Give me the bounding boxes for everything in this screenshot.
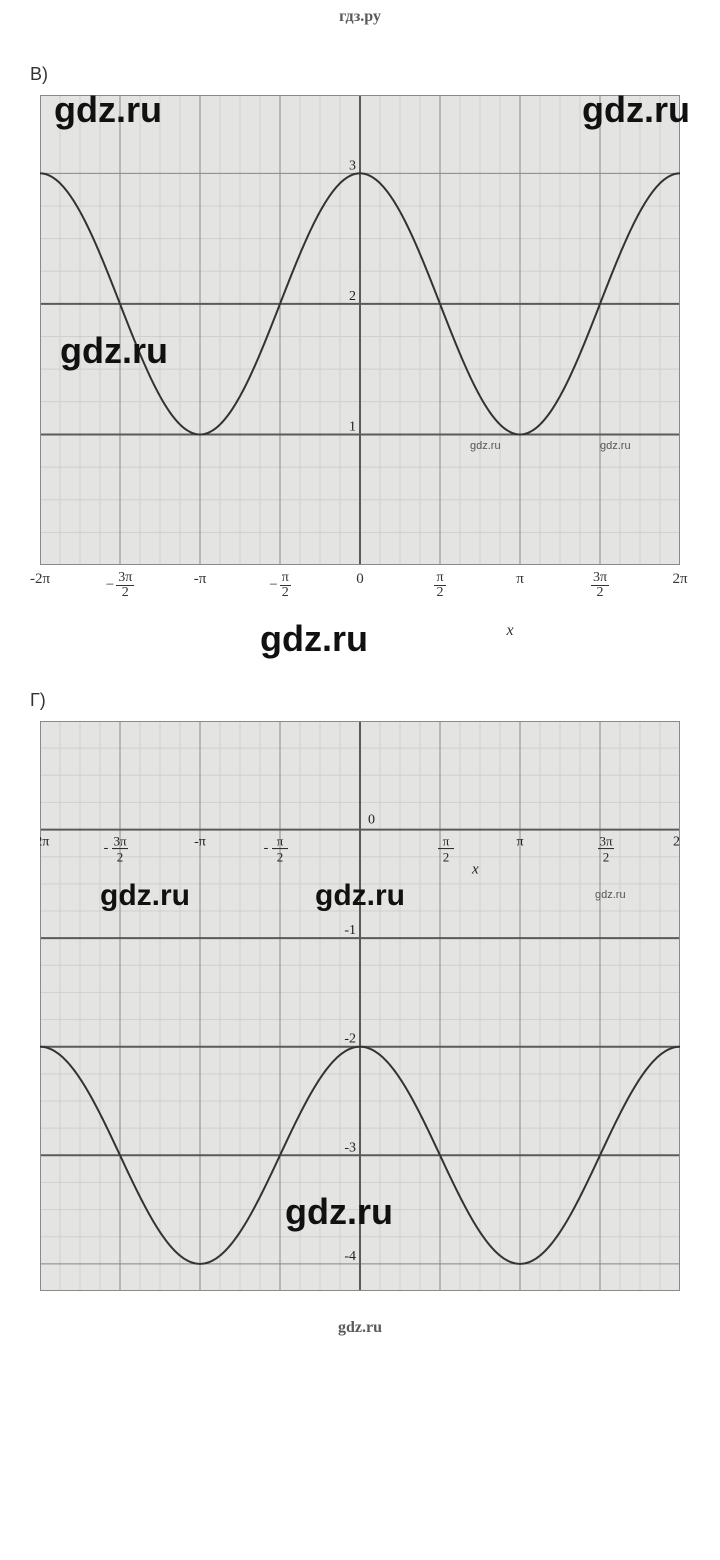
svg-text:π: π <box>277 834 284 849</box>
svg-text:2: 2 <box>443 850 450 865</box>
chart-g-block: 10-1-2-3-4-2π-3π2-π-π2π2π3π22πx gdz.ru g… <box>20 721 700 1291</box>
page: гдз.ру B) 123 gdz.ru gdz.ru gdz.ru gdz.r… <box>0 0 720 1345</box>
svg-text:-1: -1 <box>344 923 356 938</box>
svg-text:π: π <box>443 834 450 849</box>
page-footer: gdz.ru <box>0 1311 720 1345</box>
chart-g-svg: 10-1-2-3-4-2π-3π2-π-π2π2π3π22πx <box>40 721 680 1291</box>
svg-text:2: 2 <box>277 850 284 865</box>
chart-v-block: 123 gdz.ru gdz.ru gdz.ru gdz.ru gdz.ru -… <box>20 95 700 640</box>
panel-label-v: B) <box>30 64 720 85</box>
svg-text:x: x <box>471 862 479 878</box>
svg-text:-4: -4 <box>344 1249 356 1264</box>
svg-text:1: 1 <box>349 419 356 434</box>
svg-text:-2: -2 <box>344 1032 356 1047</box>
svg-text:-: - <box>264 841 269 856</box>
svg-text:-3: -3 <box>344 1140 356 1155</box>
svg-text:2: 2 <box>603 850 610 865</box>
chart-v-x-ticks: -2π−3π2-π−π20π2π3π22π <box>40 571 680 600</box>
chart-v-plot-wrap: 123 gdz.ru gdz.ru gdz.ru gdz.ru gdz.ru -… <box>40 95 680 600</box>
svg-text:2π: 2π <box>673 835 680 850</box>
chart-v-svg: 1 2 3 <box>40 95 680 565</box>
svg-text:π: π <box>516 835 523 850</box>
svg-text:0: 0 <box>368 813 375 828</box>
svg-text:-π: -π <box>194 835 206 850</box>
svg-text:2: 2 <box>349 289 356 304</box>
svg-text:3: 3 <box>349 158 356 173</box>
chart-v-x-axis-label: x <box>20 622 700 640</box>
panel-label-g: Г) <box>30 690 720 711</box>
chart-g-plot-wrap: 10-1-2-3-4-2π-3π2-π-π2π2π3π22πx gdz.ru g… <box>40 721 680 1291</box>
page-header: гдз.ру <box>0 0 720 34</box>
svg-text:3π: 3π <box>113 834 127 849</box>
svg-text:-: - <box>104 841 109 856</box>
svg-text:3π: 3π <box>599 834 613 849</box>
svg-text:-2π: -2π <box>40 835 49 850</box>
svg-text:2: 2 <box>117 850 124 865</box>
